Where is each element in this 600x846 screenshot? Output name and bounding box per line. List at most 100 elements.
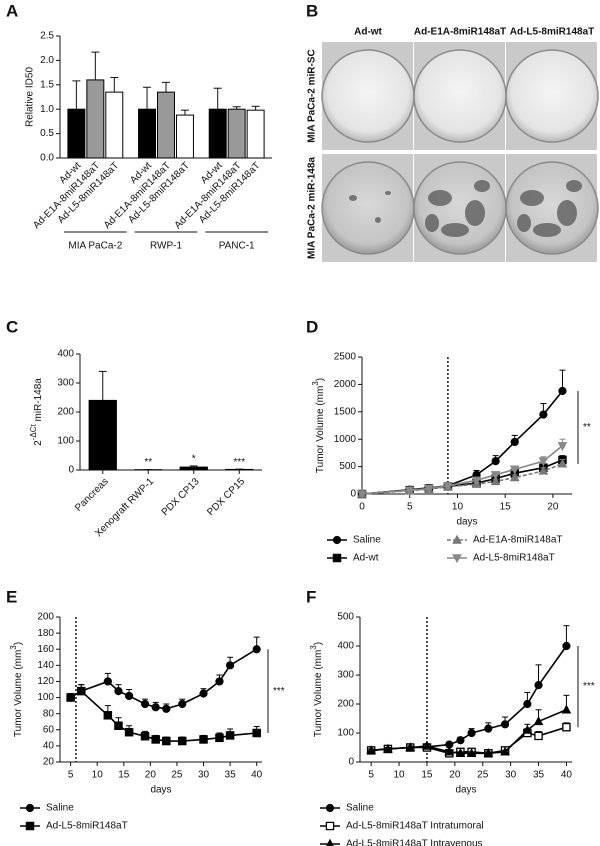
marker bbox=[178, 736, 187, 746]
colony bbox=[425, 214, 439, 232]
marker bbox=[140, 699, 150, 709]
y-tick-label: 1000 bbox=[334, 434, 357, 445]
y-tick-label: 100 bbox=[57, 436, 74, 447]
marker bbox=[467, 728, 476, 738]
group-label: PANC-1 bbox=[219, 241, 255, 252]
x-tick-label: 25 bbox=[477, 770, 489, 781]
y-tick-label: 100 bbox=[37, 692, 54, 703]
marker bbox=[466, 748, 477, 757]
legend-label: Ad-L5-8miR148aT bbox=[473, 553, 555, 564]
marker bbox=[77, 686, 86, 696]
y-tick-label: 40 bbox=[43, 741, 55, 752]
y-tick-label: 2.0 bbox=[40, 55, 54, 66]
panel-label: C bbox=[6, 317, 18, 336]
y-axis-label: Tumor Volume (mm3) bbox=[311, 378, 326, 473]
marker bbox=[103, 711, 113, 720]
y-tick-label: 0 bbox=[350, 489, 356, 500]
bar bbox=[105, 91, 124, 159]
marker bbox=[490, 471, 501, 481]
marker bbox=[124, 727, 134, 737]
y-axis-label-part: ) bbox=[313, 642, 324, 645]
y-tick-label: 400 bbox=[337, 641, 354, 652]
marker bbox=[125, 691, 134, 701]
bar bbox=[67, 108, 86, 159]
x-tick-label: 25 bbox=[171, 770, 183, 781]
colony bbox=[385, 191, 391, 195]
marker bbox=[325, 821, 335, 831]
y-tick-label: 100 bbox=[337, 728, 354, 739]
x-tick-label: 5 bbox=[68, 770, 74, 781]
marker bbox=[326, 838, 334, 846]
well bbox=[505, 161, 599, 255]
marker bbox=[484, 724, 493, 733]
marker bbox=[199, 689, 208, 698]
column-label: Ad-E1A-8miR148aT bbox=[414, 27, 506, 38]
y-axis-label: Tumor Volume (mm3) bbox=[9, 642, 24, 737]
colony bbox=[465, 200, 485, 226]
marker bbox=[522, 724, 533, 734]
x-tick-label: 5 bbox=[368, 770, 374, 781]
colony bbox=[566, 180, 582, 192]
marker bbox=[539, 410, 548, 419]
colony bbox=[533, 223, 561, 237]
marker bbox=[538, 465, 549, 475]
marker bbox=[405, 742, 416, 752]
x-tick-label: 35 bbox=[225, 770, 237, 781]
y-axis-label: Tumor Volume (mm3) bbox=[309, 642, 324, 737]
marker bbox=[215, 733, 224, 743]
marker bbox=[332, 553, 342, 563]
y-axis-label-part: 2 bbox=[33, 440, 44, 446]
marker bbox=[523, 699, 532, 709]
y-axis-label-part: Tumor Volume (mm bbox=[313, 650, 324, 737]
marker bbox=[357, 490, 367, 500]
y-tick-label: 80 bbox=[43, 708, 55, 719]
colony bbox=[349, 195, 357, 201]
marker bbox=[455, 748, 466, 757]
legend-label: Ad-E1A-8miR148aT bbox=[473, 535, 562, 546]
y-tick-label: 300 bbox=[57, 378, 74, 389]
series-line bbox=[361, 390, 564, 495]
y-axis-label-part: -ΔCt bbox=[29, 424, 38, 441]
marker bbox=[444, 746, 455, 756]
y-axis-label-part: Tumor Volume (mm bbox=[315, 386, 326, 473]
x-tick-label: 30 bbox=[198, 770, 210, 781]
y-tick-label: 140 bbox=[37, 660, 54, 671]
x-tick-label: 35 bbox=[533, 770, 545, 781]
marker bbox=[423, 484, 434, 494]
legend-label: Saline bbox=[346, 803, 374, 814]
marker bbox=[500, 746, 510, 756]
y-tick-label: 20 bbox=[43, 757, 55, 768]
marker bbox=[151, 735, 160, 744]
marker bbox=[490, 476, 501, 486]
y-tick-label: 0 bbox=[68, 465, 74, 476]
series-line bbox=[70, 648, 258, 710]
legend-label: Ad-L5-8miR148aT bbox=[46, 821, 128, 832]
marker bbox=[558, 386, 567, 396]
colony bbox=[474, 180, 490, 192]
bar bbox=[138, 108, 157, 159]
marker bbox=[533, 716, 544, 726]
marker bbox=[452, 534, 462, 544]
marker bbox=[332, 535, 342, 545]
y-tick-label: 300 bbox=[337, 670, 354, 681]
marker bbox=[456, 736, 465, 745]
colony bbox=[428, 190, 452, 206]
panel-label: B bbox=[306, 1, 318, 20]
y-tick-label: 1.5 bbox=[40, 79, 54, 90]
marker bbox=[509, 465, 520, 475]
x-axis-label: days bbox=[455, 785, 476, 796]
column-label: Ad-L5-8miR148aT bbox=[510, 27, 594, 38]
x-tick-label: 15 bbox=[421, 770, 433, 781]
significance-label: *** bbox=[233, 457, 245, 468]
x-tick-label: PDX CP13 bbox=[160, 476, 202, 518]
marker bbox=[509, 472, 520, 482]
marker bbox=[325, 803, 335, 813]
colony bbox=[520, 190, 544, 206]
y-axis-label-part: miR-148a bbox=[33, 378, 44, 425]
marker bbox=[178, 699, 187, 709]
y-axis-label-part: Tumor Volume (mm bbox=[13, 650, 24, 737]
marker bbox=[557, 442, 568, 452]
panel-label: E bbox=[6, 587, 17, 606]
marker bbox=[538, 457, 549, 467]
x-tick-label: 10 bbox=[92, 770, 104, 781]
